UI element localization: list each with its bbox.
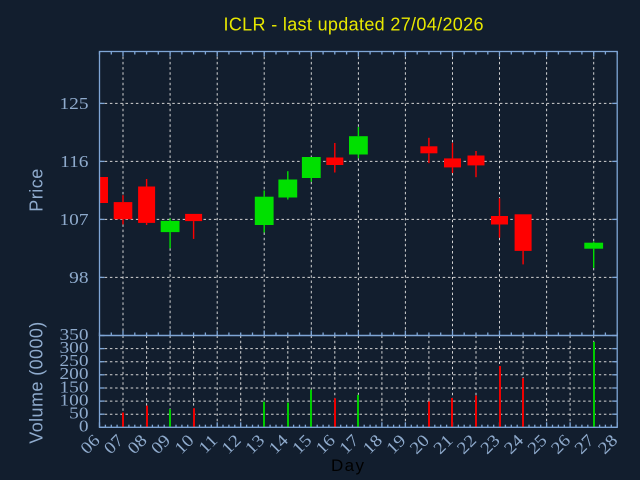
svg-text:98: 98 <box>69 268 88 287</box>
svg-text:ICLR - last updated 27/04/2026: ICLR - last updated 27/04/2026 <box>224 15 484 35</box>
svg-text:Price: Price <box>27 169 47 212</box>
svg-text:0: 0 <box>79 417 89 436</box>
svg-text:50: 50 <box>69 404 88 423</box>
svg-text:150: 150 <box>59 377 88 396</box>
svg-text:250: 250 <box>59 351 88 370</box>
svg-text:350: 350 <box>59 325 88 344</box>
svg-text:125: 125 <box>59 94 88 113</box>
svg-text:200: 200 <box>59 364 88 383</box>
svg-text:100: 100 <box>59 390 88 409</box>
svg-text:300: 300 <box>59 338 88 357</box>
svg-text:Day: Day <box>331 456 365 475</box>
svg-text:Volume (0000): Volume (0000) <box>27 322 47 444</box>
svg-text:116: 116 <box>60 152 88 171</box>
svg-text:107: 107 <box>59 210 88 229</box>
